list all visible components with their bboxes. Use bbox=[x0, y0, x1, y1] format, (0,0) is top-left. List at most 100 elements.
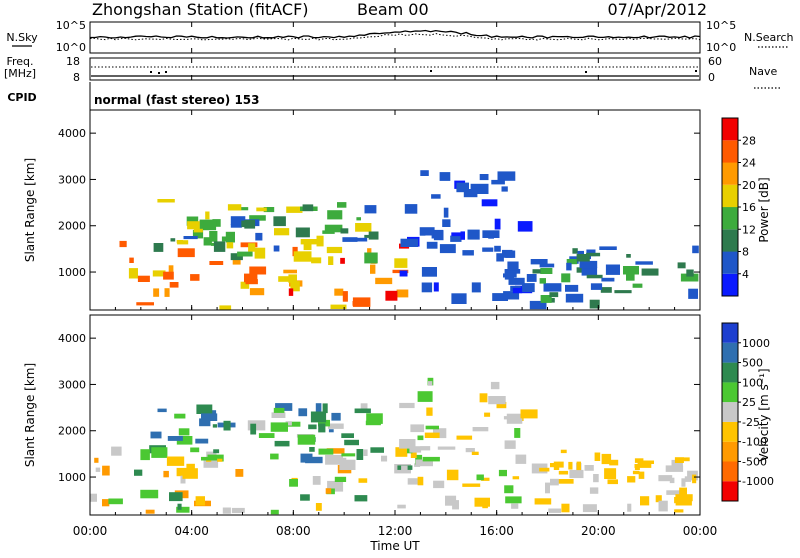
echo-cell bbox=[298, 408, 308, 417]
velocity-y-axis: 1000 2000 3000 4000 bbox=[58, 332, 700, 484]
echo-cell bbox=[479, 174, 489, 181]
echo-cell bbox=[530, 259, 548, 265]
velocity-ylabel: Slant Range [km] bbox=[23, 363, 37, 467]
echo-cell bbox=[340, 228, 349, 234]
echo-cell bbox=[190, 447, 200, 453]
freq-tick-top: 18 bbox=[66, 55, 80, 68]
echo-cell bbox=[167, 436, 183, 441]
echo-cell bbox=[496, 253, 504, 262]
echo-cell bbox=[129, 257, 134, 263]
echo-cell bbox=[446, 469, 459, 481]
echo-cell bbox=[288, 288, 294, 296]
echo-cell bbox=[609, 459, 619, 466]
echo-cell bbox=[212, 219, 221, 227]
echo-cell bbox=[565, 293, 584, 303]
y-tick-label: 4000 bbox=[58, 332, 86, 345]
echo-cell bbox=[367, 248, 372, 257]
echo-cell bbox=[153, 288, 160, 297]
y-tick-label: 1000 bbox=[58, 266, 86, 279]
echo-cell bbox=[511, 503, 519, 509]
echo-cell bbox=[426, 407, 433, 416]
echo-cell bbox=[153, 243, 164, 252]
echo-cell bbox=[526, 274, 537, 282]
freq-tick-bottom: 8 bbox=[73, 71, 80, 84]
echo-cell bbox=[163, 271, 174, 280]
echo-cell bbox=[196, 404, 213, 414]
echo-cell bbox=[465, 448, 475, 453]
echo-cell bbox=[394, 258, 408, 268]
nsearch-label: N.Search bbox=[744, 31, 794, 44]
echo-cell bbox=[415, 459, 433, 467]
echo-cell bbox=[397, 504, 406, 509]
echo-cell bbox=[683, 457, 690, 462]
echo-cell bbox=[404, 204, 418, 214]
nave-label: Nave bbox=[749, 65, 777, 78]
echo-cell bbox=[462, 483, 481, 487]
echo-cell bbox=[318, 448, 334, 455]
echo-cell bbox=[363, 449, 368, 456]
echo-cell bbox=[492, 293, 508, 301]
echo-cell bbox=[409, 446, 422, 453]
echo-cell bbox=[681, 478, 686, 487]
echo-cell bbox=[145, 509, 155, 514]
echo-cell bbox=[679, 487, 687, 497]
echo-cell bbox=[410, 452, 417, 458]
echo-cell bbox=[481, 199, 498, 207]
echo-cell bbox=[581, 267, 598, 276]
echo-cell bbox=[553, 461, 560, 470]
x-tick-label: 20:00 bbox=[581, 524, 616, 538]
x-tick-label: 00:00 bbox=[683, 524, 718, 538]
echo-cell bbox=[640, 496, 650, 506]
echo-cell bbox=[300, 494, 310, 501]
echo-cell bbox=[176, 467, 189, 477]
echo-cell bbox=[199, 219, 217, 231]
echo-cell bbox=[494, 218, 501, 230]
echo-cell bbox=[209, 261, 224, 265]
echo-cell bbox=[366, 413, 383, 424]
nsky-panel: N.Sky 10^5 10^0 10^5 10^0 N.Search bbox=[6, 19, 793, 54]
echo-cell bbox=[370, 447, 384, 453]
echo-cell bbox=[163, 470, 169, 478]
echo-cell bbox=[295, 227, 310, 238]
nave-dot bbox=[150, 71, 152, 73]
echo-cell bbox=[381, 455, 388, 462]
echo-cell bbox=[590, 283, 603, 290]
echo-cell bbox=[310, 411, 327, 423]
echo-cell bbox=[274, 440, 290, 447]
nsearch-tick-top: 10^5 bbox=[706, 19, 736, 32]
echo-cell bbox=[341, 433, 354, 438]
echo-cell bbox=[586, 252, 601, 257]
echo-cell bbox=[249, 266, 267, 275]
echo-cell bbox=[312, 476, 321, 485]
echo-cell bbox=[422, 456, 440, 462]
echo-cell bbox=[111, 446, 122, 456]
echo-cell bbox=[193, 228, 203, 233]
nave-dots bbox=[150, 70, 697, 74]
echo-cell bbox=[496, 402, 507, 409]
echo-cell bbox=[545, 482, 550, 494]
echo-cell bbox=[635, 261, 653, 265]
colorbar-tick-label: 20 bbox=[742, 179, 756, 192]
colorbar-segment bbox=[722, 184, 738, 208]
echo-cell bbox=[420, 446, 431, 451]
echo-cell bbox=[311, 257, 322, 264]
echo-cell bbox=[203, 460, 219, 468]
echo-cell bbox=[330, 304, 347, 309]
echo-cell bbox=[550, 478, 559, 486]
echo-cell bbox=[297, 434, 316, 445]
echo-cell bbox=[556, 479, 574, 484]
echo-cell bbox=[203, 237, 212, 246]
echo-cell bbox=[177, 248, 195, 258]
echo-cell bbox=[558, 470, 569, 475]
y-tick-label: 4000 bbox=[58, 127, 86, 140]
echo-cell bbox=[508, 277, 525, 285]
colorbar-tick-label: -500 bbox=[742, 455, 767, 468]
echo-cell bbox=[688, 288, 698, 299]
colorbar-segment bbox=[722, 251, 738, 274]
echo-cell bbox=[470, 183, 489, 194]
echo-cell bbox=[548, 508, 562, 513]
echo-cell bbox=[539, 278, 546, 284]
echo-cell bbox=[255, 232, 263, 241]
power-panel: 1000 2000 3000 4000 Slant Range [km] 4 8 12 16… bbox=[23, 109, 771, 311]
echo-cell bbox=[677, 262, 686, 269]
